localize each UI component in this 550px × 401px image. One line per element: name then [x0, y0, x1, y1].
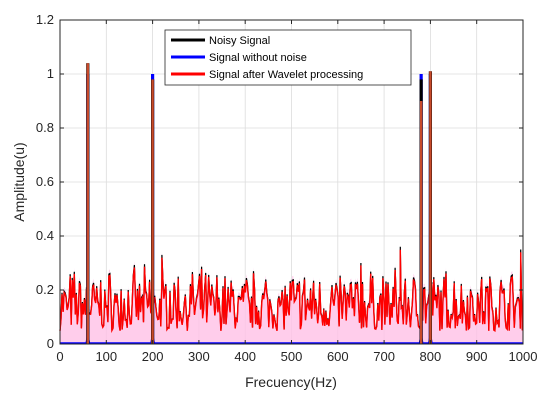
legend-label-noisy: Noisy Signal	[209, 35, 270, 47]
x-tick-label: 600	[327, 349, 349, 364]
x-axis-label: Frecuency(Hz)	[245, 374, 337, 390]
y-tick-label: 0.2	[36, 282, 54, 297]
legend-label-wavelet: Signal after Wavelet processing	[209, 69, 363, 81]
peak-wavelet	[151, 79, 154, 345]
y-tick-label: 0	[47, 336, 54, 351]
y-tick-label: 1	[47, 66, 54, 81]
signal-traces	[59, 63, 524, 345]
axis-ticks: 0 100 200 300 400 500 600 700 800 900 1000 0 0.2 0.4 0…	[36, 12, 538, 364]
y-tick-label: 0.6	[36, 174, 54, 189]
x-tick-label: 100	[95, 349, 117, 364]
x-tick-label: 0	[56, 349, 63, 364]
x-tick-label: 1000	[509, 349, 538, 364]
peak-wavelet	[86, 63, 89, 344]
x-tick-label: 900	[466, 349, 488, 364]
x-tick-label: 200	[142, 349, 164, 364]
peak-wavelet	[419, 101, 423, 344]
legend: Noisy Signal Signal without noise Signal…	[164, 29, 412, 86]
x-tick-label: 500	[281, 349, 303, 364]
x-tick-label: 300	[188, 349, 210, 364]
peak-wavelet	[429, 71, 432, 345]
x-tick-label: 700	[373, 349, 395, 364]
y-tick-label: 0.8	[36, 120, 54, 135]
y-tick-label: 1.2	[36, 12, 54, 27]
x-tick-label: 800	[420, 349, 442, 364]
y-tick-label: 0.4	[36, 228, 54, 243]
legend-label-clean: Signal without noise	[209, 52, 307, 64]
series-wavelet-trace	[59, 249, 524, 334]
x-tick-label: 400	[234, 349, 256, 364]
y-axis-label: Amplitude(u)	[11, 142, 27, 221]
legend-box	[164, 29, 412, 86]
